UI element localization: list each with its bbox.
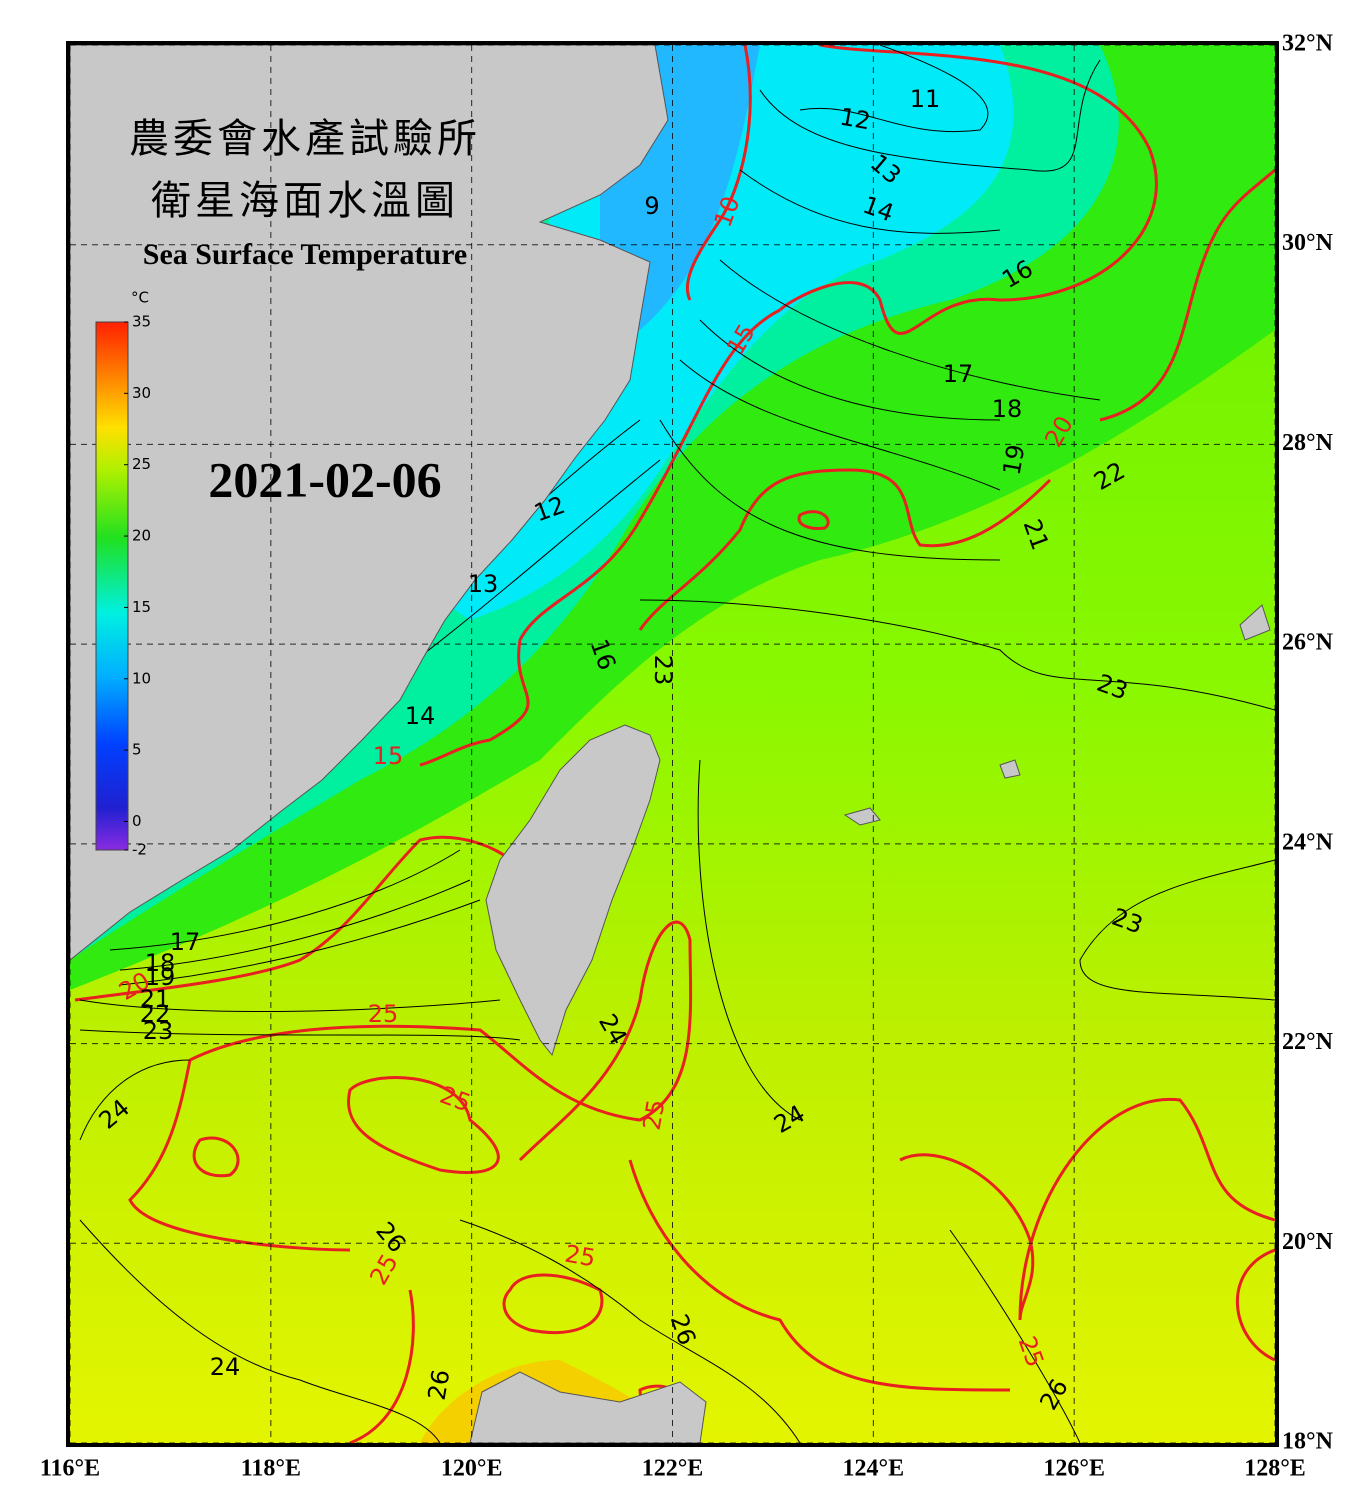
contour-label: 17: [943, 360, 974, 388]
colorbar-tick-label: 10: [132, 669, 151, 687]
contour-label: 13: [468, 570, 499, 598]
lon-tick-label: 118°E: [241, 1456, 301, 1482]
axis-ticks: 116°E 118°E 120°E 122°E 124°E 126°E 128°E18°N 2…: [40, 31, 1334, 1482]
lat-tick-label: 28°N: [1282, 430, 1334, 456]
contour-label: 23: [143, 1017, 174, 1045]
contour-label: 22: [140, 1000, 171, 1028]
date: 2021-02-06: [208, 451, 441, 507]
contour-label: 19: [145, 963, 176, 991]
colorbar-tick-label: 20: [132, 527, 151, 545]
lat-tick-label: 18°N: [1282, 1429, 1334, 1455]
colorbar-tick-label: 30: [132, 384, 151, 402]
colorbar-tick-label: 25: [132, 455, 151, 473]
graticule: [70, 45, 1275, 1443]
lat-tick-label: 30°N: [1282, 230, 1334, 256]
lon-tick-label: 126°E: [1043, 1456, 1105, 1482]
contour-label: 23: [649, 655, 677, 686]
title-zh-1: 農委會水產試驗所: [129, 116, 481, 161]
isotherms-minor: [79, 45, 1275, 1443]
land: [70, 45, 1271, 1443]
lon-tick-label: 128°E: [1244, 1456, 1306, 1482]
lat-tick-label: 24°N: [1282, 829, 1334, 855]
colorbar-ticks: 35 30 25 20 15 10 5 0 -2: [124, 313, 151, 859]
colorbar-tick-label: 15: [132, 598, 151, 616]
contour-label: 14: [405, 702, 436, 730]
luzon: [469, 1371, 707, 1443]
contour-label: 25: [368, 1000, 399, 1028]
contour-label: 12: [838, 103, 873, 136]
contour-label: 21: [140, 985, 171, 1013]
lon-tick-label: 120°E: [441, 1456, 503, 1482]
contour-label: 19: [998, 442, 1031, 477]
contour-label: 17: [170, 928, 201, 956]
colorbar-tick-label: 5: [132, 741, 142, 759]
lat-tick-label: 26°N: [1282, 630, 1334, 656]
contour-label: 24: [210, 1353, 241, 1381]
contour-label: 15: [373, 742, 404, 770]
contour-label: 18: [992, 395, 1023, 423]
title-en: Sea Surface Temperature: [143, 238, 467, 271]
taiwan: [485, 724, 661, 1057]
colorbar: [95, 321, 129, 851]
contour-label: 26: [423, 1367, 456, 1402]
contour-label: 18: [145, 949, 176, 977]
lat-tick-label: 22°N: [1282, 1029, 1334, 1055]
islands: [843, 604, 1271, 826]
lon-tick-label: 122°E: [642, 1456, 704, 1482]
colorbar-tick-label: -2: [132, 841, 147, 859]
isotherms-major: [74, 45, 1275, 1443]
lat-tick-label: 32°N: [1282, 31, 1334, 57]
colorbar-tick-label: 0: [132, 812, 142, 830]
contour-label: 11: [910, 85, 941, 113]
colorbar-unit: °C: [131, 289, 149, 307]
contour-label: 25: [563, 1240, 598, 1273]
lon-tick-label: 116°E: [40, 1456, 100, 1482]
contour-label: 25: [638, 1097, 671, 1132]
lon-tick-label: 124°E: [843, 1456, 905, 1482]
colorbar-tick-label: 35: [132, 313, 151, 331]
title-zh-2: 衛星海面水溫圖: [151, 178, 459, 223]
lat-tick-label: 20°N: [1282, 1229, 1334, 1255]
contour-label: 9: [644, 192, 659, 220]
